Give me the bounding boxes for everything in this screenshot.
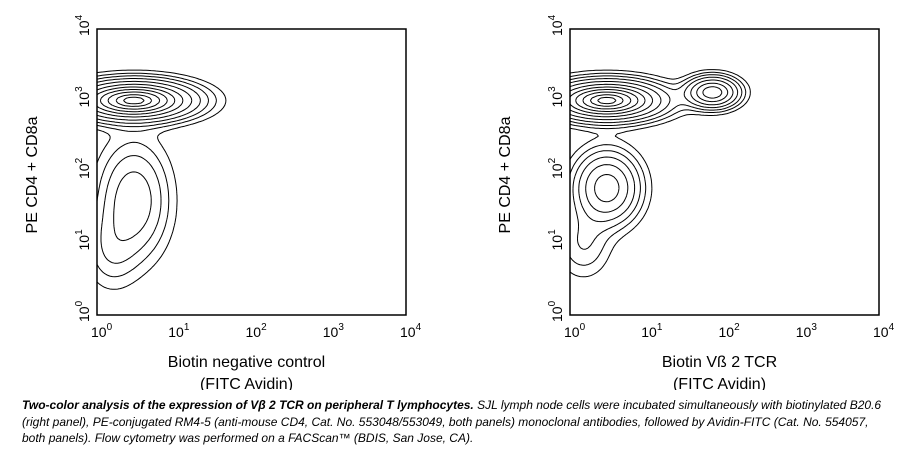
x-tick-label: 101	[641, 322, 663, 340]
y-axis-label: PE CD4 + CD8a	[24, 116, 41, 233]
x-tick-label: 103	[323, 322, 345, 340]
contour-line	[96, 78, 201, 242]
plot-frame	[569, 28, 880, 316]
contour-line	[582, 91, 632, 110]
y-tick-label: 100	[74, 300, 92, 322]
contour-line	[569, 74, 743, 250]
x-tick-label: 104	[873, 322, 895, 340]
contour-line	[123, 96, 145, 105]
y-tick-label: 101	[74, 229, 92, 251]
plot-frame	[96, 28, 407, 316]
x-tick-label: 104	[400, 322, 422, 340]
y-tick-label: 104	[547, 14, 565, 36]
x-axis-sublabel: (FITC Avidin)	[673, 376, 766, 390]
caption-lead: Two-color analysis of the expression of …	[22, 398, 474, 412]
contour-line	[575, 89, 639, 112]
y-tick-label: 103	[547, 86, 565, 108]
contour-line	[569, 82, 729, 203]
caption-body: SJL lymph node cells were incubated simu…	[22, 398, 882, 445]
y-tick-label: 102	[547, 157, 565, 179]
y-tick-label: 101	[547, 229, 565, 251]
contour-line	[96, 80, 193, 121]
contour-line	[569, 71, 747, 266]
contour-panel-1: 100 101 102 103 104 100 101 102 103 104 PE CD4 + C…	[24, 14, 422, 390]
x-axis-label: Biotin negative control	[168, 354, 325, 371]
contour-line	[597, 96, 617, 105]
x-tick-label: 102	[719, 322, 741, 340]
contour-line	[96, 69, 227, 290]
contour-line	[107, 91, 161, 110]
contour-plots: 100 101 102 103 104 100 101 102 103 104 PE CD4 + C…	[24, 14, 895, 390]
contour-line	[569, 79, 734, 213]
contour-line	[96, 83, 184, 118]
x-axis-sublabel: (FITC Avidin)	[200, 376, 293, 390]
figure: 100 101 102 103 104 100 101 102 103 104 PE CD4 + C…	[24, 14, 895, 390]
contour-line	[96, 86, 176, 115]
x-tick-label: 102	[246, 322, 268, 340]
x-axis-label: Biotin Vß 2 TCR	[662, 354, 777, 371]
y-axis-label: PE CD4 + CD8a	[497, 116, 514, 233]
x-tick-label: 100	[91, 322, 113, 340]
figure-caption: Two-color analysis of the expression of …	[22, 397, 892, 447]
contour-line	[96, 72, 217, 278]
contour-line	[569, 86, 723, 115]
contour-line	[99, 89, 168, 113]
contour-line	[590, 94, 624, 107]
y-tick-label: 100	[547, 300, 565, 322]
contour-line	[96, 75, 209, 264]
x-tick-label: 101	[168, 322, 190, 340]
contour-line	[569, 69, 751, 278]
y-tick-label: 103	[74, 86, 92, 108]
contour-panel-2: 100 101 102 103 104 100 101 102 103 104 PE CD4 + C…	[497, 14, 895, 390]
x-tick-label: 103	[796, 322, 818, 340]
contour-line	[569, 76, 739, 223]
y-tick-label: 102	[74, 157, 92, 179]
y-tick-label: 104	[74, 14, 92, 36]
contour-line	[115, 94, 153, 107]
x-tick-label: 100	[564, 322, 586, 340]
